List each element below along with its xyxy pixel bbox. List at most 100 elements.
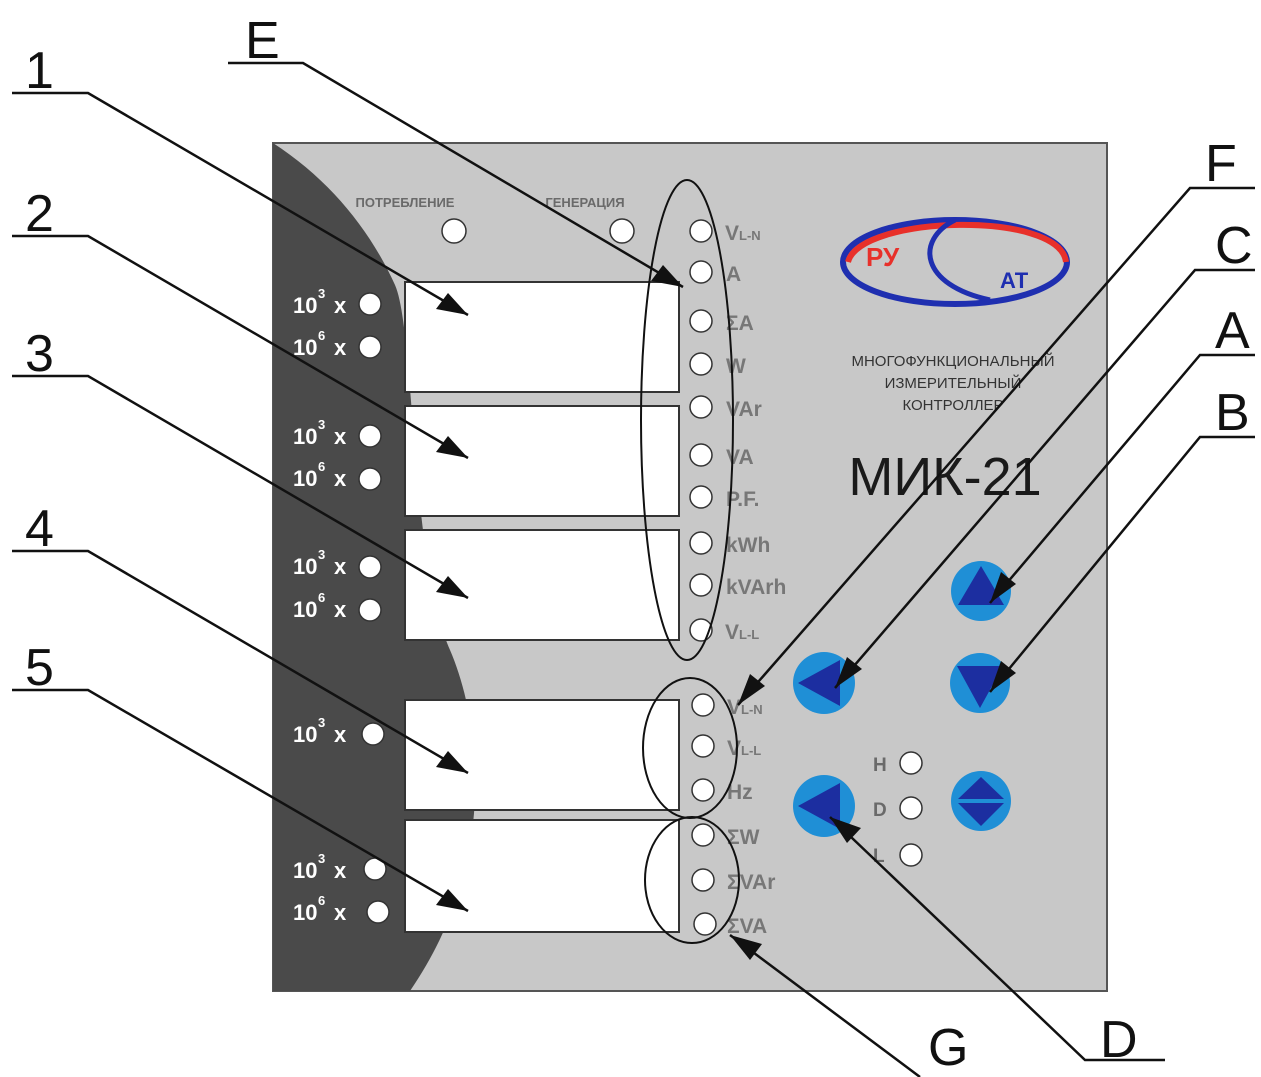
leader-1 — [12, 91, 469, 317]
h-led — [899, 751, 923, 775]
description-line-3: КОНТРОЛЛЕР — [902, 397, 1003, 414]
indicator-vln-label: VL-N — [725, 222, 761, 245]
multiplier-4-k: 10 3 x — [293, 715, 385, 747]
leader-5 — [12, 688, 469, 913]
svg-text:10: 10 — [293, 424, 317, 449]
callout-c: C — [1215, 217, 1253, 275]
multiplier-led — [361, 722, 385, 746]
multiplier-led — [358, 335, 382, 359]
svg-text:x: x — [334, 293, 347, 318]
multiplier-5-k: 10 3 x — [293, 851, 387, 883]
svg-text:10: 10 — [293, 900, 317, 925]
arrowhead-2 — [436, 436, 468, 458]
svg-text:x: x — [334, 466, 347, 491]
indicator-vll-label: VL-L — [725, 621, 759, 644]
multiplier-3-k: 10 3 x — [293, 547, 382, 579]
svg-text:x: x — [334, 424, 347, 449]
up-arrow-icon — [958, 566, 1004, 605]
indicator-led — [689, 531, 713, 555]
svg-text:x: x — [334, 335, 347, 360]
callout-3: 3 — [25, 325, 54, 383]
multiplier-led — [358, 555, 382, 579]
indicator-led — [689, 443, 713, 467]
callout-g: G — [928, 1019, 968, 1077]
left-arrow-icon — [798, 660, 840, 706]
arrowhead-3 — [436, 576, 468, 598]
leader-3 — [12, 374, 469, 600]
indicator-sum-va-label: ΣVA — [727, 915, 767, 938]
rusat-logo: РУ АТ — [840, 217, 1070, 307]
svg-text:x: x — [334, 597, 347, 622]
leader-c — [834, 268, 1255, 689]
svg-text:10: 10 — [293, 554, 317, 579]
arrowhead-4 — [436, 751, 468, 773]
leader-2 — [12, 234, 469, 460]
button-down[interactable] — [950, 653, 1010, 713]
svg-text:10: 10 — [293, 335, 317, 360]
svg-text:x: x — [334, 858, 347, 883]
svg-text:6: 6 — [318, 893, 325, 908]
left-arrow-icon — [798, 783, 840, 829]
indicator-kvarh-label: kVArh — [726, 576, 786, 599]
leader-e — [228, 61, 684, 289]
svg-text:3: 3 — [318, 547, 325, 562]
indicator-led — [691, 778, 715, 802]
multiplier-1-k: 10 3 x — [293, 286, 382, 318]
indicator-hz-label: Hz — [727, 781, 753, 804]
svg-text:10: 10 — [293, 858, 317, 883]
indicator-led — [691, 693, 715, 717]
arrowhead-b — [990, 661, 1016, 692]
indicator-led — [693, 912, 717, 936]
indicator-led — [691, 823, 715, 847]
arrowhead-5 — [436, 889, 468, 911]
indicator-sum-var-label: ΣVAr — [727, 871, 775, 894]
multiplier-led — [358, 467, 382, 491]
d-led — [899, 796, 923, 820]
arrowheads — [436, 265, 1016, 960]
arrowhead-c — [835, 657, 862, 688]
logo-left-text: РУ — [866, 242, 900, 272]
indicator-led — [691, 734, 715, 758]
indicator-var-label: VAr — [726, 398, 762, 421]
down-arrow-icon — [958, 803, 1004, 826]
arrowhead-a — [990, 572, 1016, 603]
h-label: H — [873, 755, 887, 776]
multiplier-3-m: 10 6 x — [293, 590, 382, 622]
button-updown[interactable] — [951, 771, 1011, 831]
callout-f: F — [1205, 135, 1237, 193]
display-5 — [404, 819, 680, 933]
indicator-led — [689, 219, 713, 243]
indicator-a-label: A — [726, 263, 741, 286]
leader-g — [729, 933, 921, 1077]
callout-4: 4 — [25, 500, 54, 558]
description-line-1: МНОГОФУНКЦИОНАЛЬНЫЙ — [851, 352, 1054, 370]
arrowhead-d — [830, 817, 861, 843]
leader-4 — [12, 549, 469, 775]
indicator-sum-a-label: ΣA — [726, 312, 754, 335]
arrowhead-g — [730, 935, 762, 960]
button-up[interactable] — [951, 561, 1011, 621]
arrowhead-f — [738, 674, 765, 705]
indicator-led — [689, 352, 713, 376]
leader-b — [989, 435, 1255, 693]
arrowhead-e — [651, 265, 683, 287]
svg-text:10: 10 — [293, 597, 317, 622]
multiplier-led — [366, 900, 390, 924]
svg-text:x: x — [334, 554, 347, 579]
button-left-top[interactable] — [793, 652, 855, 714]
callout-e: E — [245, 12, 280, 70]
group-e-ellipse — [640, 179, 734, 661]
svg-text:6: 6 — [318, 459, 325, 474]
indicator-led — [691, 868, 715, 892]
multiplier-5-m: 10 6 x — [293, 893, 390, 925]
svg-text:10: 10 — [293, 466, 317, 491]
logo-right-text: АТ — [1000, 268, 1029, 293]
indicator-led — [689, 309, 713, 333]
d-label: D — [873, 800, 887, 821]
multiplier-1-m: 10 6 x — [293, 328, 382, 360]
display-3 — [404, 529, 680, 641]
callout-1: 1 — [25, 42, 54, 100]
svg-text:3: 3 — [318, 851, 325, 866]
consumption-led — [441, 218, 467, 244]
mode-consumption-label: ПОТРЕБЛЕНИЕ — [356, 195, 455, 210]
